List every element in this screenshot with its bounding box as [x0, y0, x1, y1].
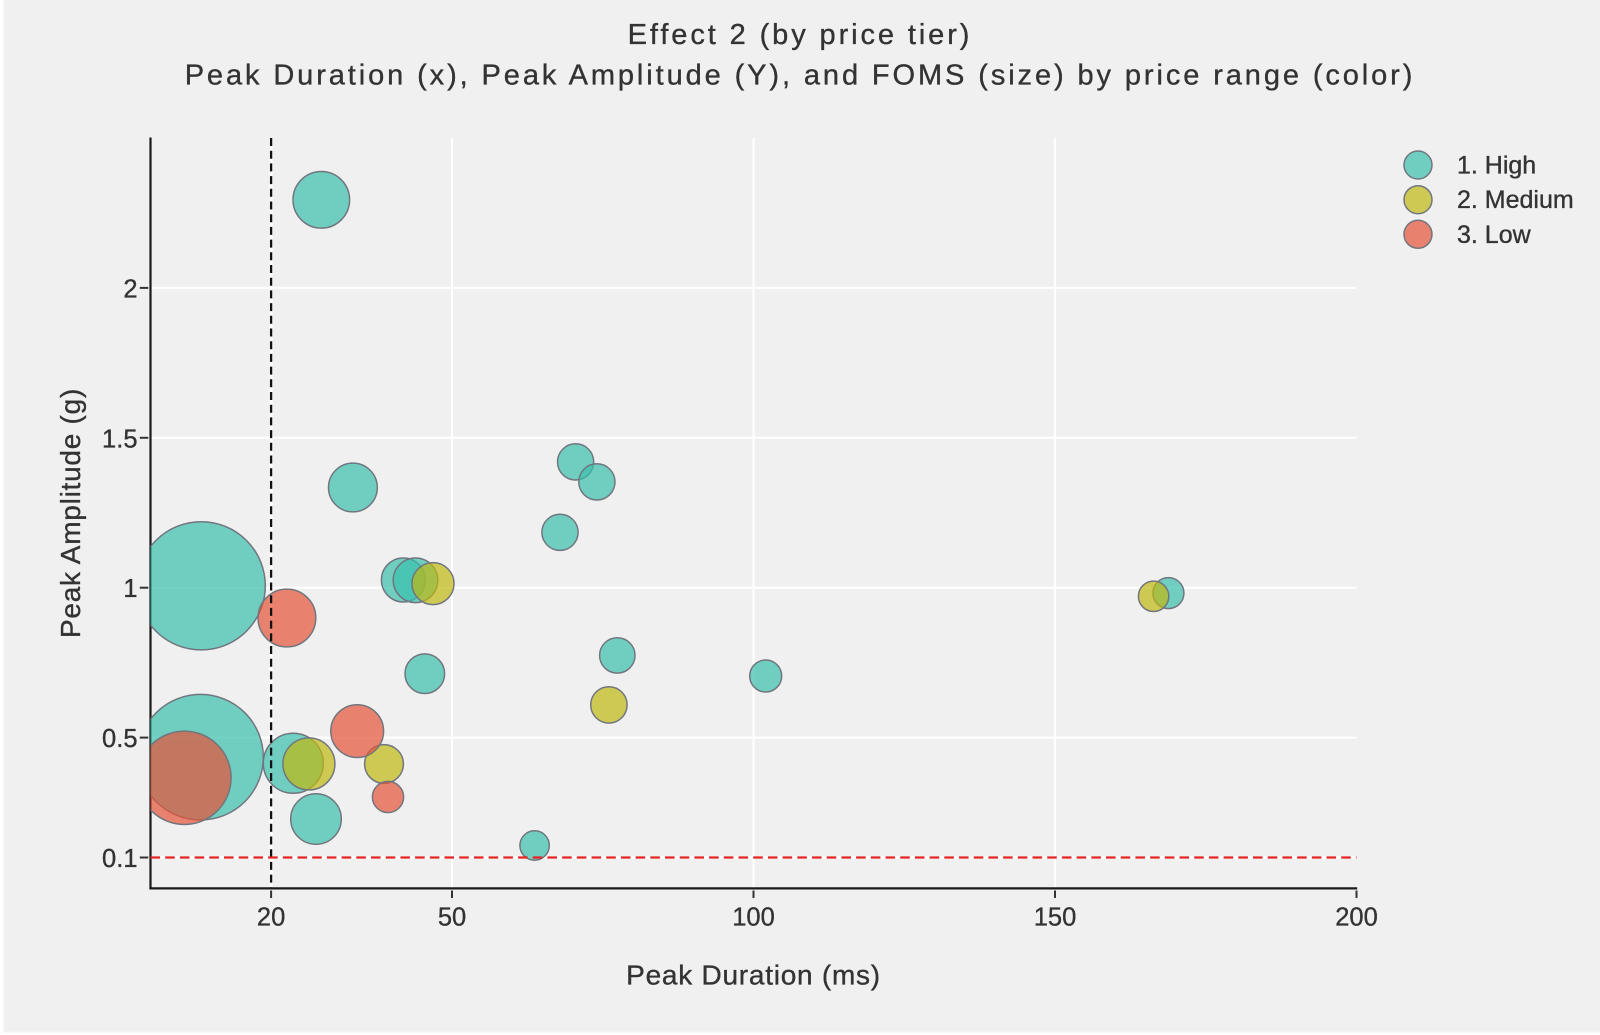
svg-text:2: 2 — [123, 275, 137, 303]
svg-text:3. Low: 3. Low — [1457, 221, 1532, 249]
svg-text:Peak Duration (ms): Peak Duration (ms) — [626, 960, 881, 991]
svg-text:2. Medium: 2. Medium — [1457, 186, 1574, 214]
svg-text:1. High: 1. High — [1457, 152, 1536, 180]
svg-text:20: 20 — [257, 904, 285, 932]
svg-text:150: 150 — [1034, 904, 1077, 932]
svg-text:1.5: 1.5 — [102, 425, 137, 453]
svg-text:1: 1 — [123, 575, 137, 603]
svg-text:200: 200 — [1335, 904, 1378, 932]
svg-text:Effect 2 (by price tier): Effect 2 (by price tier) — [628, 19, 973, 51]
svg-text:Peak Duration (x), Peak Amplit: Peak Duration (x), Peak Amplitude (Y), a… — [185, 60, 1416, 92]
svg-text:100: 100 — [732, 904, 775, 932]
svg-text:50: 50 — [438, 904, 466, 932]
svg-text:0.1: 0.1 — [102, 845, 137, 873]
svg-text:0.5: 0.5 — [102, 725, 137, 753]
svg-text:Peak Amplitude (g): Peak Amplitude (g) — [55, 388, 86, 638]
